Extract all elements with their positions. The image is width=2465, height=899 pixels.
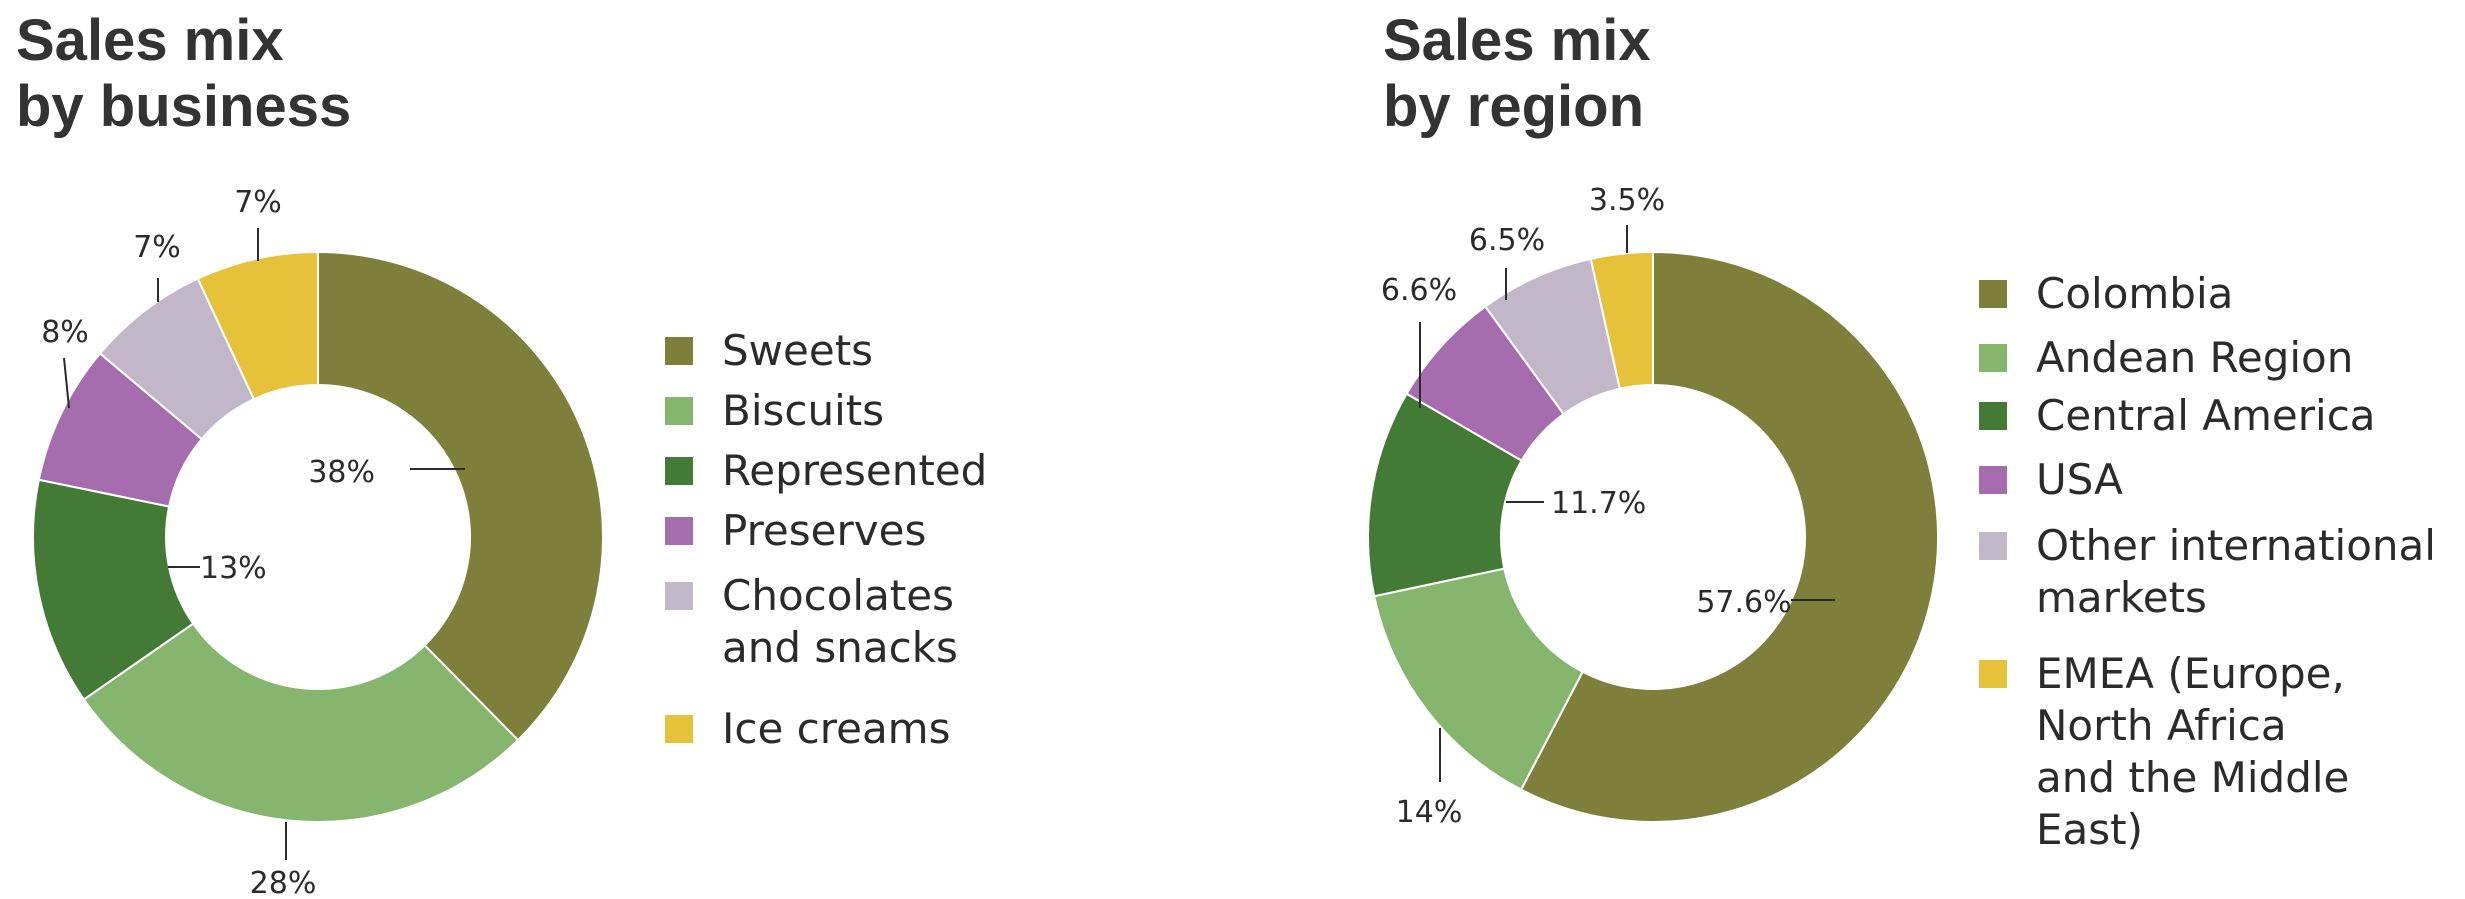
slice-represented — [32, 478, 195, 701]
legend-label-line: EMEA (Europe, — [2036, 649, 2345, 698]
chart-title-region: Sales mix by region — [1383, 8, 1651, 140]
legend-label-line: Ice creams — [722, 704, 951, 753]
legend-label: USA — [2036, 454, 2123, 506]
donut-chart-business: 38% 28% 13% 8% 7% 7% — [32, 185, 604, 899]
title-line: Sales mix — [16, 8, 284, 73]
legend-swatch — [1979, 532, 2007, 560]
data-label-chocolates-and-snacks: 7% — [133, 230, 181, 265]
legend-swatch — [665, 397, 693, 425]
slice-colombia — [1519, 250, 1939, 823]
data-label-usa: 6.6% — [1381, 273, 1457, 308]
data-label-ice-creams: 7% — [234, 185, 282, 220]
legend-label-line: Chocolates — [722, 571, 955, 620]
data-label-preserves: 8% — [41, 315, 89, 350]
chart-title-business: Sales mix by business — [16, 8, 351, 140]
donut-chart-region: 57.6% 14% 11.7% 6.6% 6.5% 3.5% — [1367, 183, 1939, 830]
data-label-biscuits: 28% — [250, 866, 317, 899]
legend-label: Preserves — [722, 505, 926, 557]
legend-label: Central America — [2036, 390, 2376, 442]
legend-label: Represented — [722, 445, 987, 497]
legend-label-line: Represented — [722, 446, 988, 495]
legend-label: Colombia — [2036, 268, 2233, 320]
legend-label-line: North Africa — [2036, 701, 2287, 750]
data-label-andean-region: 14% — [1396, 795, 1463, 830]
data-label-other-international-markets: 6.5% — [1469, 223, 1545, 258]
legend-swatch — [665, 582, 693, 610]
legend-swatch — [665, 337, 693, 365]
legend-swatch — [1979, 660, 2007, 688]
legend-swatch — [665, 457, 693, 485]
legend-swatch — [665, 517, 693, 545]
legend-swatch — [665, 715, 693, 743]
legend-label: EMEA (Europe, North Africa and the Middle E… — [2036, 648, 2349, 856]
slice-biscuits — [82, 622, 520, 823]
data-label-colombia: 57.6% — [1696, 585, 1791, 620]
legend-label-line: Sweets — [722, 326, 874, 375]
legend-label: Ice creams — [722, 703, 950, 755]
legend-label-line: USA — [2036, 455, 2123, 504]
data-label-represented: 13% — [200, 551, 267, 586]
title-line: Sales mix — [1383, 8, 1651, 73]
data-label-sweets: 38% — [308, 455, 375, 490]
legend-label-line: and snacks — [722, 623, 958, 672]
legend-swatch — [1979, 344, 2007, 372]
leader-line — [63, 357, 70, 409]
legend-label: Other international markets — [2036, 520, 2436, 624]
legend-label: Chocolates and snacks — [722, 570, 958, 674]
legend-label: Sweets — [722, 325, 873, 377]
legend-label-line: Colombia — [2036, 269, 2234, 318]
slice-emea-europe-north-africa-and-the-middle-east — [1589, 250, 1654, 390]
legend-swatch — [1979, 466, 2007, 494]
slice-ice-creams — [196, 250, 319, 401]
legend-label-line: Central America — [2036, 391, 2376, 440]
legend-label-line: Preserves — [722, 506, 927, 555]
legend-region: Colombia Andean Region Central America USA O… — [1979, 268, 2459, 868]
legend-label-line: Other international — [2036, 521, 2436, 570]
legend-label: Biscuits — [722, 385, 884, 437]
legend-label-line: and the Middle — [2036, 753, 2350, 802]
legend-label-line: East) — [2036, 805, 2144, 854]
data-label-central-america: 11.7% — [1551, 486, 1646, 521]
legend-swatch — [1979, 280, 2007, 308]
slice-sweets — [317, 250, 604, 742]
legend-label: Andean Region — [2036, 332, 2353, 384]
legend-label-line: Andean Region — [2036, 333, 2354, 382]
title-line: by business — [16, 74, 352, 139]
legend-label-line: markets — [2036, 573, 2207, 622]
legend-label-line: Biscuits — [722, 386, 885, 435]
data-label-emea-europe-north-africa-and-the-middle-east: 3.5% — [1589, 183, 1665, 218]
legend-swatch — [1979, 402, 2007, 430]
title-line: by region — [1383, 74, 1645, 139]
legend-business: Sweets Biscuits Represented Preserves Chocol… — [665, 325, 1005, 765]
